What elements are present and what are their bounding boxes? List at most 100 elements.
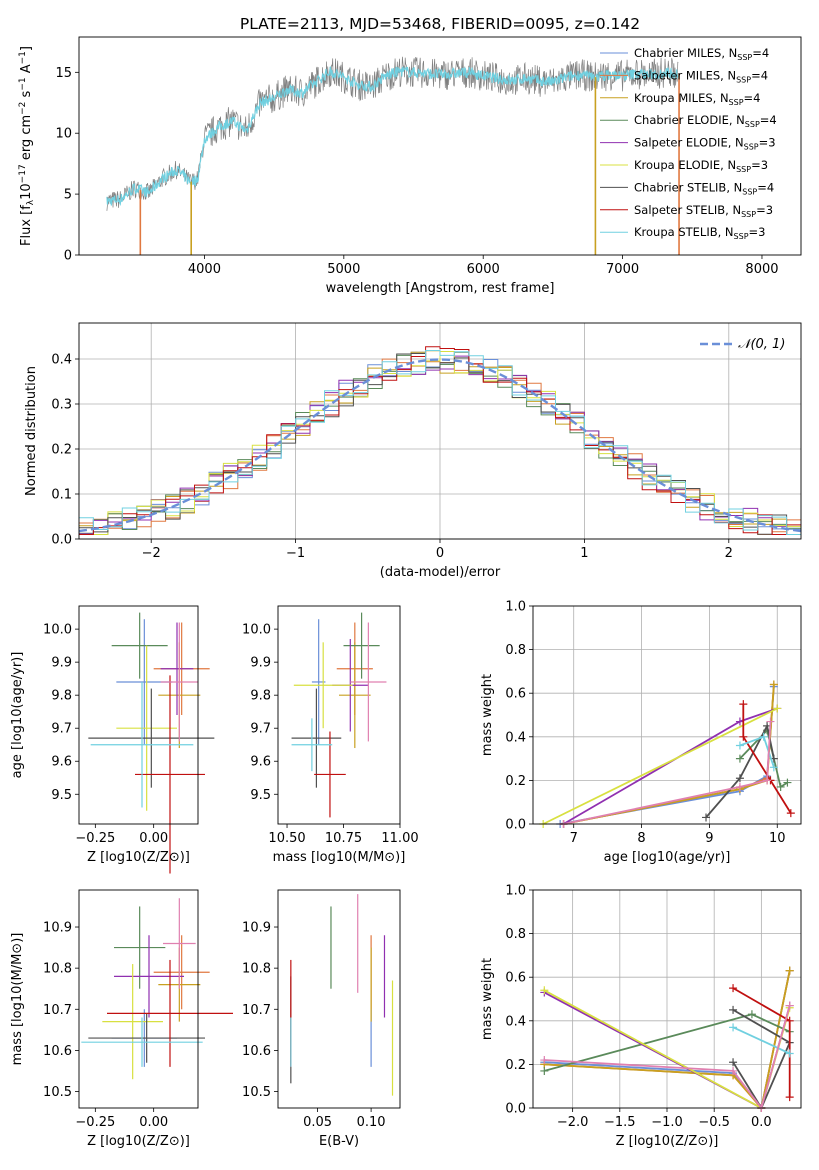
x-tick-label: 9 xyxy=(705,831,713,846)
weight-series-line xyxy=(732,1009,791,1110)
weight-point-marker xyxy=(735,782,744,791)
y-tick-label: 10.6 xyxy=(242,1044,271,1059)
legend-label: Chabrier ELODIE, NSSP=4 xyxy=(634,113,777,129)
x-tick-label: −0.25 xyxy=(75,1115,115,1130)
x-tick-label: 6000 xyxy=(467,262,500,277)
axes-frame xyxy=(277,605,401,825)
y-tick-label: 0 xyxy=(64,249,72,264)
legend-label: Kroupa ELODIE, NSSP=3 xyxy=(634,158,768,174)
axes-frame xyxy=(78,605,199,825)
y-axis-label: Normed distribution xyxy=(24,366,39,496)
x-tick-label: −0.25 xyxy=(75,831,115,846)
y-tick-label: 0.2 xyxy=(505,774,526,789)
y-tick-label: 10.8 xyxy=(242,962,271,977)
x-tick-label: 8000 xyxy=(745,262,778,277)
weight-point-marker xyxy=(735,774,744,783)
y-tick-label: 9.9 xyxy=(250,656,271,671)
weight-point-marker xyxy=(735,754,744,763)
axes-frame xyxy=(78,889,199,1109)
y-tick-label: 10.0 xyxy=(43,623,72,638)
histogram-step xyxy=(79,355,801,535)
weight-point-marker xyxy=(729,1058,738,1067)
x-tick-label: 8 xyxy=(637,831,645,846)
y-tick-label: 10.5 xyxy=(43,1085,72,1100)
y-axis-label: Flux [fλ10−17 erg cm−2 s−1 A−1] xyxy=(18,46,36,246)
x-tick-label: 10.50 xyxy=(268,831,305,846)
y-tick-label: 0.4 xyxy=(505,730,526,745)
weight-series-line xyxy=(542,707,778,825)
y-tick-label: 0.8 xyxy=(505,927,526,942)
x-tick-label: 7000 xyxy=(606,262,639,277)
x-tick-label: 0.05 xyxy=(303,1115,332,1130)
model-spectrum-line xyxy=(106,65,679,207)
x-axis-label: Z [log10(Z/Z⊙)] xyxy=(87,850,190,865)
x-tick-label: 1 xyxy=(580,546,588,561)
x-tick-label: 7 xyxy=(570,831,578,846)
legend-label: Chabrier STELIB, NSSP=4 xyxy=(634,180,774,196)
y-tick-label: 10.9 xyxy=(43,921,72,936)
x-tick-label: 4000 xyxy=(188,262,221,277)
axes-frame xyxy=(532,889,802,1109)
weight-point-marker xyxy=(785,1001,794,1010)
weight-point-marker xyxy=(735,741,744,750)
x-axis-label: Z [log10(Z/Z⊙)] xyxy=(616,1134,719,1149)
legend-label: Salpeter STELIB, NSSP=3 xyxy=(634,203,773,219)
weight-point-marker xyxy=(769,680,778,689)
y-tick-label: 0.0 xyxy=(51,533,72,548)
x-axis-label: wavelength [Angstrom, rest frame] xyxy=(326,281,555,296)
y-tick-label: 10.0 xyxy=(242,623,271,638)
legend-label: Chabrier MILES, NSSP=4 xyxy=(634,46,769,62)
weight-point-marker xyxy=(702,813,711,822)
y-tick-label: 10.5 xyxy=(242,1085,271,1100)
weight-series-line xyxy=(732,1026,791,1055)
weight-point-marker xyxy=(773,704,782,713)
axes-frame xyxy=(277,889,401,1109)
weight-point-marker xyxy=(729,984,738,993)
weight-point-marker xyxy=(540,1056,549,1065)
x-tick-label: −0.5 xyxy=(698,1115,730,1130)
y-tick-label: 9.8 xyxy=(250,689,271,704)
legend-label: Kroupa STELIB, NSSP=3 xyxy=(634,225,765,241)
x-tick-label: −2 xyxy=(142,546,161,561)
weight-point-marker xyxy=(785,1016,794,1025)
observed-spectrum-line xyxy=(106,56,679,211)
y-tick-label: 10.9 xyxy=(242,921,271,936)
y-tick-label: 10.7 xyxy=(43,1003,72,1018)
x-axis-label: Z [log10(Z/Z⊙)] xyxy=(87,1134,190,1149)
axes-frame xyxy=(78,36,802,256)
x-axis-label: (data-model)/error xyxy=(380,565,501,580)
y-tick-label: 0.8 xyxy=(505,643,526,658)
y-tick-label: 0.0 xyxy=(505,818,526,833)
x-tick-label: 10.75 xyxy=(325,831,362,846)
weight-point-marker xyxy=(729,1005,738,1014)
weight-point-marker xyxy=(785,966,794,975)
legend-label: Salpeter ELODIE, NSSP=3 xyxy=(634,136,776,152)
y-tick-label: 15 xyxy=(55,66,72,81)
legend-label: Salpeter MILES, NSSP=4 xyxy=(634,68,768,84)
y-tick-label: 0.4 xyxy=(505,1014,526,1029)
y-tick-label: 10.7 xyxy=(242,1003,271,1018)
weight-point-marker xyxy=(785,1049,794,1058)
axes-frame xyxy=(78,322,802,540)
x-axis-label: E(B-V) xyxy=(319,1134,359,1149)
x-axis-label: mass [log10(M/M⊙)] xyxy=(273,850,406,865)
y-tick-label: 0.3 xyxy=(51,398,72,413)
y-tick-label: 9.7 xyxy=(51,722,72,737)
y-tick-label: 9.5 xyxy=(250,788,271,803)
y-tick-label: 0.1 xyxy=(51,488,72,503)
x-tick-label: 0.10 xyxy=(357,1115,386,1130)
y-axis-label: mass weight xyxy=(480,958,495,1040)
weight-point-marker xyxy=(783,778,792,787)
weight-point-marker xyxy=(766,717,775,726)
weight-point-marker xyxy=(785,1093,794,1102)
y-axis-label: mass [log10(M/M⊙)] xyxy=(10,933,25,1066)
y-axis-label: age [log10(age/yr)] xyxy=(10,652,25,779)
weight-point-marker xyxy=(776,782,785,791)
weight-point-marker xyxy=(739,732,748,741)
x-axis-label: age [log10(age/yr)] xyxy=(604,850,731,865)
y-tick-label: 0.4 xyxy=(51,353,72,368)
weight-point-marker xyxy=(763,776,772,785)
x-tick-label: −1.0 xyxy=(651,1115,683,1130)
weight-series-line xyxy=(563,684,775,825)
